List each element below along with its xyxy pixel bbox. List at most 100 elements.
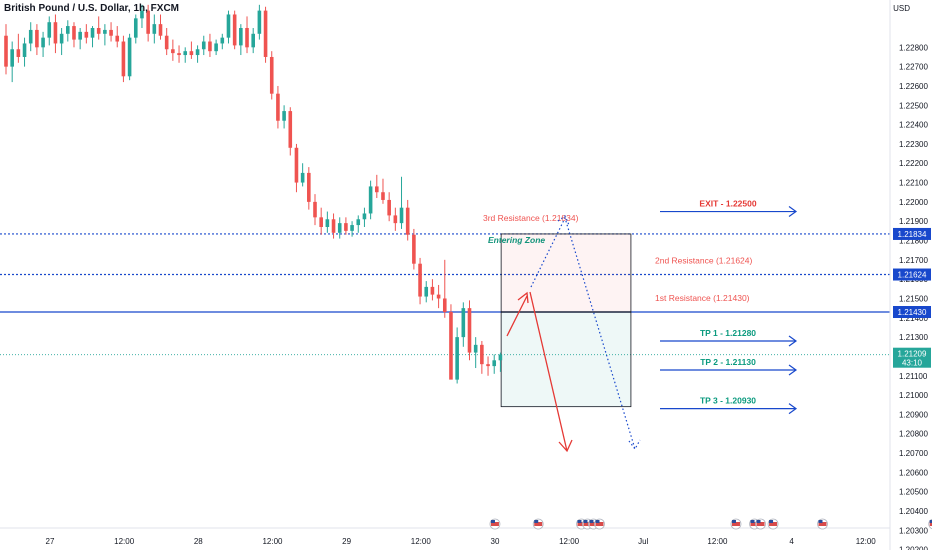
time-tick-label: 4 bbox=[789, 537, 794, 546]
candle-body bbox=[356, 219, 361, 226]
price-tick-label: 1.20400 bbox=[899, 507, 928, 516]
trade-zones: 3rd Resistance (1.21834) 2nd Resistance (… bbox=[483, 213, 753, 408]
candle-body bbox=[84, 31, 89, 38]
price-tick-label: 1.22100 bbox=[899, 179, 928, 188]
candle-body bbox=[288, 111, 293, 148]
candle bbox=[189, 41, 194, 59]
candle bbox=[140, 4, 144, 28]
entry-zone-label: Entering Zone bbox=[488, 235, 545, 245]
economic-event-icon[interactable] bbox=[594, 518, 605, 530]
economic-event-icon[interactable] bbox=[755, 518, 766, 530]
flag-canton bbox=[750, 520, 755, 523]
price-tick-label: 1.22400 bbox=[899, 121, 928, 130]
flag-canton bbox=[595, 520, 600, 523]
candle bbox=[442, 259, 447, 318]
candle-body bbox=[276, 93, 280, 121]
candle-body bbox=[47, 22, 52, 38]
price-tick-label: 1.20700 bbox=[899, 449, 928, 458]
flag-canton bbox=[818, 520, 823, 523]
candle-body bbox=[226, 14, 231, 38]
candle bbox=[164, 28, 169, 56]
flag-stripe bbox=[750, 522, 759, 526]
candle-body bbox=[387, 199, 391, 216]
candle-body bbox=[96, 28, 101, 34]
candle bbox=[269, 51, 274, 100]
candle-body bbox=[189, 51, 194, 56]
candle-body bbox=[59, 33, 64, 44]
economic-event-icon[interactable] bbox=[730, 518, 742, 530]
candle bbox=[430, 279, 435, 301]
price-tick-label: 1.20800 bbox=[899, 430, 928, 439]
candle bbox=[486, 356, 490, 376]
candle bbox=[47, 16, 52, 46]
price-tag: 1.21834 bbox=[893, 227, 931, 240]
candle bbox=[387, 192, 391, 222]
candle-body bbox=[103, 29, 107, 34]
down-scenario-arrow bbox=[529, 291, 573, 453]
candle bbox=[232, 10, 237, 50]
candle-body bbox=[263, 10, 268, 57]
candle-body bbox=[220, 37, 225, 44]
price-tick-label: 1.21900 bbox=[899, 217, 928, 226]
price-tick-label: 1.21500 bbox=[899, 294, 928, 303]
price-tick-label: 1.21000 bbox=[899, 391, 928, 400]
time-tick-label: 12:00 bbox=[262, 537, 283, 546]
candle-body bbox=[393, 215, 398, 224]
candle-body bbox=[201, 41, 206, 50]
candle-body bbox=[442, 298, 447, 313]
candle bbox=[239, 24, 243, 56]
price-tick-label: 1.22500 bbox=[899, 101, 928, 110]
economic-event-icon[interactable] bbox=[489, 518, 501, 530]
candle-body bbox=[418, 263, 422, 297]
candle-body bbox=[467, 308, 472, 353]
candle bbox=[115, 26, 120, 48]
candle bbox=[492, 354, 497, 374]
candle-body bbox=[350, 225, 354, 231]
candle bbox=[4, 24, 8, 75]
symbol-title: British Pound / U.S. Dollar, 1h, FXCM bbox=[4, 3, 180, 14]
candle bbox=[350, 221, 354, 237]
candle bbox=[331, 213, 336, 239]
price-tick-label: 1.21700 bbox=[899, 256, 928, 265]
candle bbox=[59, 28, 64, 56]
price-tag-bg bbox=[893, 306, 931, 319]
last-price-tag-bg bbox=[893, 347, 931, 368]
flag-canton bbox=[589, 520, 594, 523]
economic-event-icon[interactable] bbox=[532, 518, 544, 530]
flag-canton bbox=[490, 520, 495, 523]
candle-body bbox=[133, 18, 138, 38]
resistance-label: 2nd Resistance (1.21624) bbox=[655, 256, 753, 266]
candle-body bbox=[16, 49, 21, 57]
candle-body bbox=[430, 286, 435, 295]
candle bbox=[405, 199, 410, 241]
flag-stripe bbox=[583, 522, 592, 526]
price-tick-label: 1.21400 bbox=[899, 314, 928, 323]
candle-body bbox=[480, 344, 484, 365]
time-tick-label: 12:00 bbox=[114, 537, 135, 546]
price-tag: 1.21430 bbox=[893, 306, 931, 319]
candle-body bbox=[461, 308, 466, 338]
candle bbox=[158, 14, 163, 40]
candle-body bbox=[436, 294, 441, 299]
candle bbox=[461, 302, 466, 347]
economic-event-icon[interactable] bbox=[817, 518, 828, 530]
candle-body bbox=[492, 360, 497, 367]
candles bbox=[4, 4, 503, 384]
candle bbox=[146, 4, 150, 42]
economic-event-icon[interactable] bbox=[767, 518, 779, 530]
candle-body bbox=[473, 344, 478, 353]
time-tick-label: 12:00 bbox=[707, 537, 728, 546]
candle-body bbox=[152, 24, 157, 34]
candle-body bbox=[22, 43, 27, 57]
candle bbox=[152, 14, 157, 44]
price-tick-label: 1.22700 bbox=[899, 63, 928, 72]
candle bbox=[337, 217, 342, 239]
candle-body bbox=[251, 33, 255, 48]
economic-event-icon[interactable] bbox=[928, 518, 932, 530]
candle-body bbox=[78, 31, 82, 40]
candle bbox=[393, 207, 398, 231]
tp-arrow: TP 2 - 1.21130 bbox=[660, 357, 798, 376]
time-tick-label: 12:00 bbox=[411, 537, 432, 546]
